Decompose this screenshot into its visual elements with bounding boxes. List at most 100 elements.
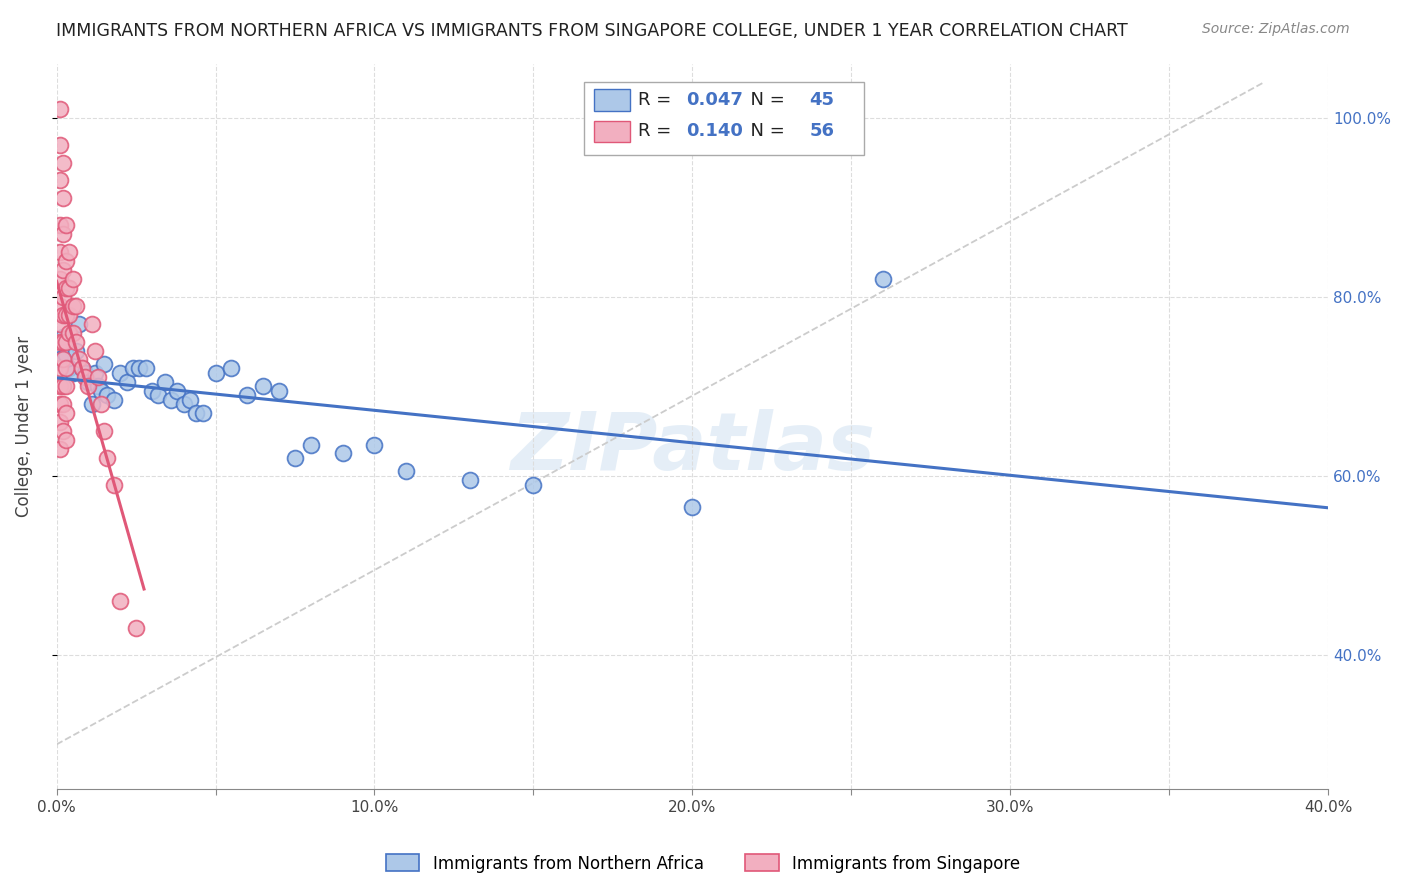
Point	[148, 388, 170, 402]
Text: 0.140: 0.140	[686, 122, 742, 141]
Text: 56: 56	[810, 122, 834, 141]
Point	[96, 388, 118, 402]
Point	[58, 281, 80, 295]
Point	[55, 334, 77, 349]
Point	[122, 361, 145, 376]
Point	[55, 218, 77, 232]
Point	[49, 334, 72, 349]
Text: ZIPatlas: ZIPatlas	[510, 409, 875, 487]
Point	[166, 384, 188, 398]
Point	[363, 437, 385, 451]
Point	[58, 326, 80, 340]
Point	[128, 361, 150, 376]
Text: 0.047: 0.047	[686, 91, 742, 110]
Point	[70, 361, 93, 376]
Point	[160, 392, 183, 407]
Point	[49, 272, 72, 286]
Point	[173, 397, 195, 411]
Point	[49, 102, 72, 116]
Point	[141, 384, 163, 398]
Point	[55, 406, 77, 420]
Point	[284, 450, 307, 465]
Point	[52, 397, 75, 411]
Point	[458, 473, 481, 487]
Point	[93, 424, 115, 438]
Point	[49, 245, 72, 260]
Point	[153, 375, 176, 389]
Text: 45: 45	[810, 91, 834, 110]
Point	[55, 254, 77, 268]
Point	[90, 397, 112, 411]
FancyBboxPatch shape	[595, 89, 630, 112]
Point	[55, 379, 77, 393]
Text: N =: N =	[740, 91, 792, 110]
Point	[52, 263, 75, 277]
Point	[75, 366, 97, 380]
Point	[55, 433, 77, 447]
Point	[55, 348, 77, 362]
Point	[58, 308, 80, 322]
Point	[65, 343, 87, 358]
Point	[52, 290, 75, 304]
Point	[87, 379, 110, 393]
Point	[135, 361, 157, 376]
Point	[83, 366, 105, 380]
Point	[52, 334, 75, 349]
Point	[55, 361, 77, 376]
Point	[49, 173, 72, 187]
Point	[49, 397, 72, 411]
Point	[55, 281, 77, 295]
Point	[70, 361, 93, 376]
Point	[77, 379, 100, 393]
Point	[62, 299, 84, 313]
Point	[67, 317, 90, 331]
Point	[872, 272, 894, 286]
Point	[49, 415, 72, 429]
Text: Source: ZipAtlas.com: Source: ZipAtlas.com	[1202, 22, 1350, 37]
Point	[62, 272, 84, 286]
Point	[395, 464, 418, 478]
Legend: Immigrants from Northern Africa, Immigrants from Singapore: Immigrants from Northern Africa, Immigra…	[380, 847, 1026, 880]
Point	[332, 446, 354, 460]
Text: R =: R =	[638, 122, 676, 141]
Point	[52, 330, 75, 344]
Point	[52, 155, 75, 169]
Point	[65, 299, 87, 313]
Point	[87, 370, 110, 384]
Point	[522, 477, 544, 491]
Point	[179, 392, 201, 407]
Point	[221, 361, 243, 376]
Point	[269, 384, 291, 398]
Point	[108, 366, 131, 380]
Point	[93, 357, 115, 371]
Text: N =: N =	[740, 122, 792, 141]
FancyBboxPatch shape	[595, 120, 630, 143]
Point	[52, 191, 75, 205]
Text: IMMIGRANTS FROM NORTHERN AFRICA VS IMMIGRANTS FROM SINGAPORE COLLEGE, UNDER 1 YE: IMMIGRANTS FROM NORTHERN AFRICA VS IMMIG…	[56, 22, 1128, 40]
Point	[115, 375, 138, 389]
Point	[49, 379, 72, 393]
Point	[49, 361, 72, 376]
Point	[52, 379, 75, 393]
Point	[77, 375, 100, 389]
Point	[90, 384, 112, 398]
Point	[252, 379, 274, 393]
Point	[65, 334, 87, 349]
Point	[75, 370, 97, 384]
Point	[191, 406, 214, 420]
Point	[52, 424, 75, 438]
Point	[49, 137, 72, 152]
Point	[49, 352, 72, 367]
Point	[96, 450, 118, 465]
Text: R =: R =	[638, 91, 676, 110]
Point	[62, 326, 84, 340]
Y-axis label: College, Under 1 year: College, Under 1 year	[15, 336, 32, 517]
Point	[204, 366, 226, 380]
FancyBboxPatch shape	[585, 82, 865, 154]
Point	[67, 352, 90, 367]
Point	[52, 227, 75, 241]
Point	[83, 343, 105, 358]
Point	[49, 299, 72, 313]
Point	[58, 361, 80, 376]
Point	[49, 317, 72, 331]
